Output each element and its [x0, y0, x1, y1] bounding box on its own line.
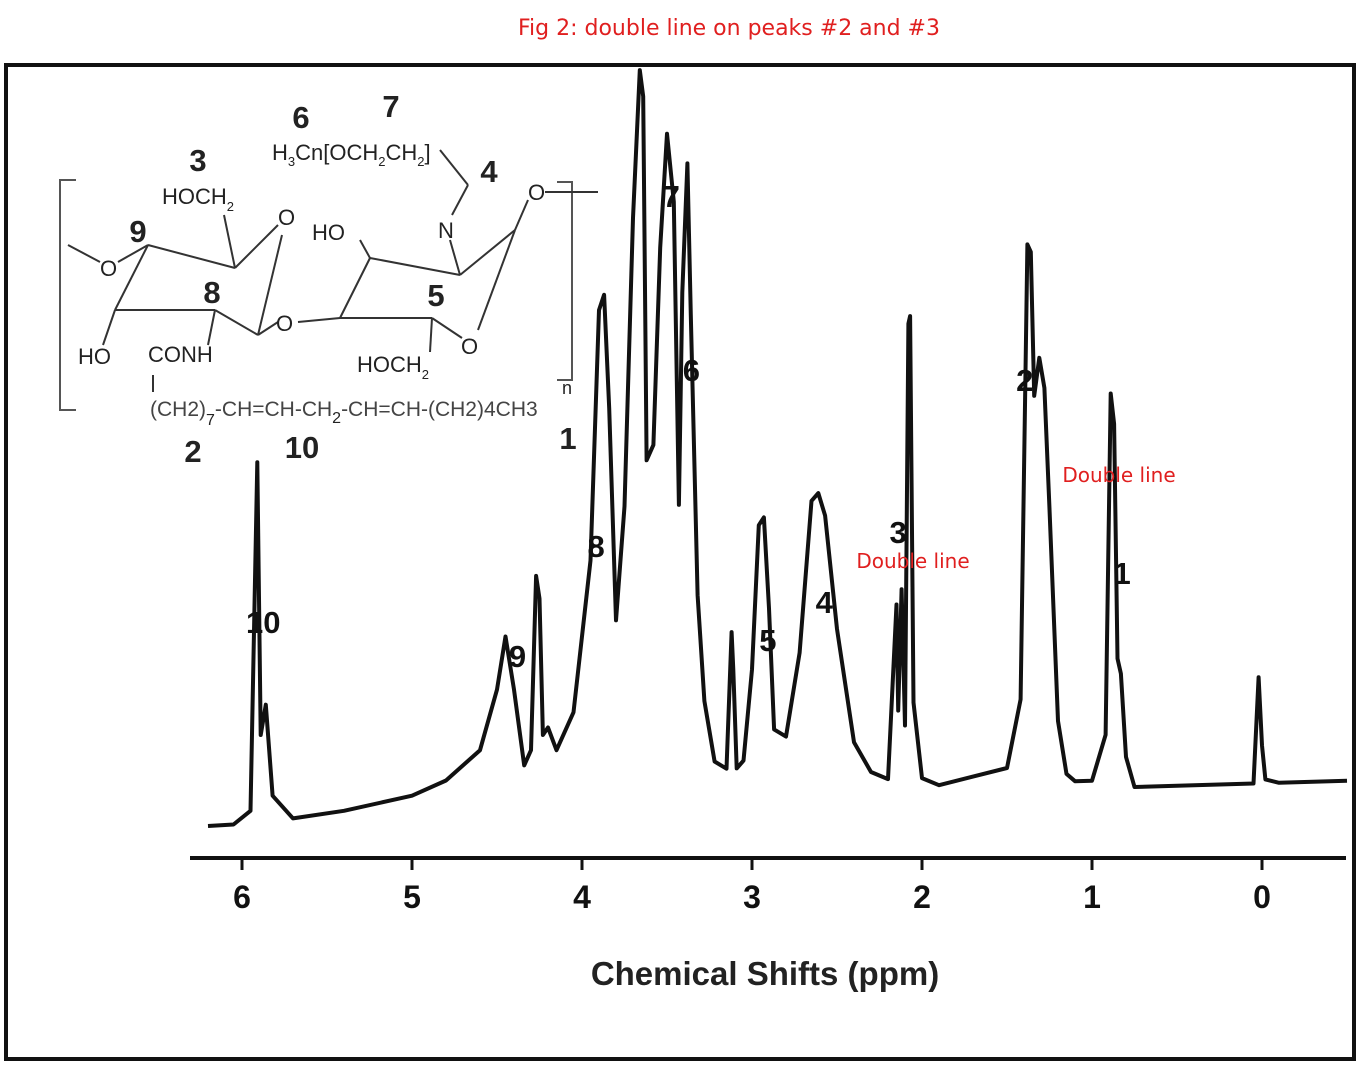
peak-label-6: 6: [683, 353, 700, 388]
double-line-note-peak-2: Double line: [1062, 463, 1175, 487]
hoch2-bottom-text: HOCH2: [357, 352, 429, 382]
structure-label-5: 5: [427, 278, 444, 313]
structure-label-4: 4: [480, 154, 498, 189]
x-tick-label: 1: [1083, 879, 1101, 915]
x-tick-label: 6: [233, 879, 251, 915]
plot-frame: [4, 63, 1356, 1061]
spectrum-series-line: [207, 68, 1348, 828]
nitrogen-atom: N: [438, 218, 454, 243]
figure-title: Fig 2: double line on peaks #2 and #3: [518, 16, 940, 41]
double-line-note-peak-3: Double line: [856, 549, 969, 573]
repeat-unit-n: n: [562, 378, 572, 398]
fatty-chain-text: (CH2)7-CH=CH-CH2-CH=CH-(CH2)4CH3: [150, 398, 538, 429]
chemical-structure: 6 7 3 4 9 8 5 2 10 1 H3Cn[OCH2CH2] HOCH2…: [59, 89, 598, 469]
x-axis-ticks: 6 5 4 3 2 1 0: [233, 858, 1271, 915]
peak-label-7: 7: [663, 179, 680, 214]
glycosidic-oxygen: O: [276, 311, 293, 336]
peak-label-3: 3: [889, 515, 906, 550]
peak-label-5: 5: [759, 623, 776, 658]
right-bracket: [557, 181, 573, 381]
x-tick-label: 4: [573, 879, 591, 915]
x-tick-label: 3: [743, 879, 761, 915]
structure-label-6: 6: [292, 100, 309, 135]
x-tick-label: 2: [913, 879, 931, 915]
peak-label-1: 1: [1113, 556, 1130, 591]
structure-label-2: 2: [184, 434, 201, 469]
conh-text: CONH: [148, 342, 213, 367]
ch3-group-text: H3Cn[OCH2CH2]: [272, 140, 431, 169]
hoch2-top-text: HOCH2: [162, 184, 234, 214]
structure-label-8: 8: [203, 275, 220, 310]
peak-labels: 10 9 8 7 6 5 4 3 2 1: [246, 179, 1131, 674]
structure-label-7: 7: [382, 89, 399, 124]
structure-label-1: 1: [559, 421, 576, 456]
ring-oxygen-1: O: [278, 205, 295, 230]
x-tick-label: 5: [403, 879, 421, 915]
oxygen-left: O: [100, 256, 117, 281]
ho-left-text: HO: [78, 344, 111, 369]
ring-bonds: [67, 149, 598, 392]
peak-label-2: 2: [1016, 363, 1033, 398]
oxygen-end: O: [528, 180, 545, 205]
peak-label-9: 9: [509, 639, 526, 674]
structure-label-3: 3: [189, 143, 206, 178]
left-bracket: [59, 179, 76, 411]
peak-label-10: 10: [246, 605, 280, 640]
ho-middle-text: HO: [312, 220, 345, 245]
ring-oxygen-2: O: [461, 334, 478, 359]
x-axis-title: Chemical Shifts (ppm): [591, 955, 939, 992]
peak-label-8: 8: [587, 529, 604, 564]
structure-label-10: 10: [285, 430, 319, 465]
x-tick-label: 0: [1253, 879, 1271, 915]
peak-label-4: 4: [816, 585, 834, 620]
structure-label-9: 9: [129, 214, 146, 249]
